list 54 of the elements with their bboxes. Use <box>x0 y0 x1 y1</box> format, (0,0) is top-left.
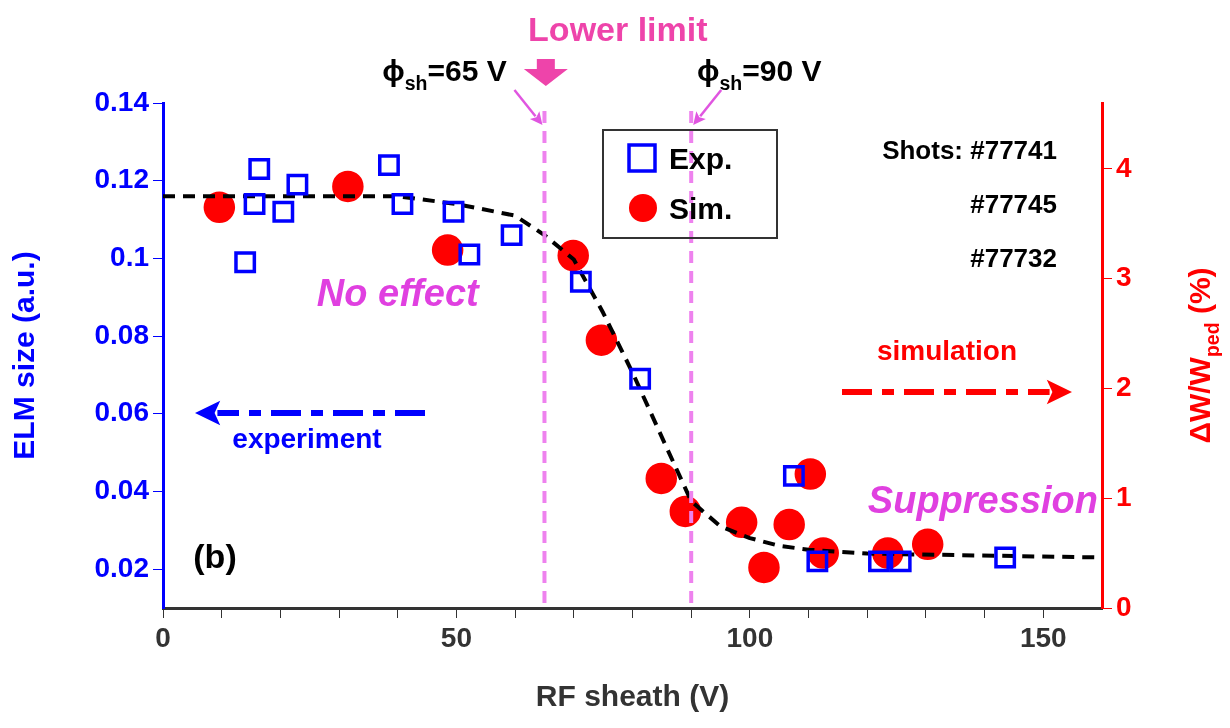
point <box>585 324 618 356</box>
y-tick-label: 0.14 <box>94 85 150 117</box>
point <box>442 200 465 223</box>
point <box>332 170 364 203</box>
point <box>889 550 912 573</box>
annotation: #77745 <box>970 189 1058 219</box>
x-tick-label: 100 <box>726 621 774 653</box>
point <box>725 506 758 539</box>
point <box>286 173 309 196</box>
point <box>569 270 592 293</box>
point <box>500 224 523 247</box>
y2-tick-label: 3 <box>1116 261 1132 293</box>
y2-tick-label: 2 <box>1116 371 1132 403</box>
y-tick-label: 0.02 <box>94 551 149 583</box>
point <box>748 551 780 584</box>
y-tick-label: 0.1 <box>110 241 149 273</box>
point <box>911 528 944 561</box>
y2-tick-label: 0 <box>1116 590 1132 622</box>
x-tick-label: 150 <box>1019 621 1067 653</box>
annotation: experiment <box>232 423 382 454</box>
legend-label: Exp. <box>669 142 733 175</box>
point <box>248 158 271 180</box>
point <box>994 546 1017 569</box>
y2-tick-label: 1 <box>1116 480 1132 512</box>
annotation: Suppression <box>867 479 1098 521</box>
y-tick-label: 0.04 <box>94 474 150 506</box>
point <box>645 462 678 495</box>
x-tick-label: 50 <box>440 621 473 653</box>
y-axis-title: ELM size (a.u.) <box>7 251 41 460</box>
annotation: Shots: #77741 <box>882 135 1058 165</box>
x-axis-title: RF sheath (V) <box>535 679 730 713</box>
legend-label: Sim. <box>669 192 733 225</box>
point <box>272 200 295 223</box>
point <box>782 464 805 487</box>
point <box>557 239 589 272</box>
point <box>629 367 652 390</box>
point <box>203 191 236 224</box>
point <box>773 508 805 541</box>
annotation: simulation <box>876 335 1018 366</box>
y-tick-label: 0.06 <box>94 396 149 428</box>
y-tick-label: 0.12 <box>94 163 149 195</box>
point <box>378 154 400 177</box>
point <box>243 193 266 215</box>
annotation: (b) <box>193 537 237 575</box>
text: Lower limit <box>528 10 708 48</box>
point <box>458 243 481 266</box>
point <box>234 251 257 274</box>
annotation: #77732 <box>970 243 1058 273</box>
y2-tick-label: 4 <box>1116 151 1132 183</box>
point <box>391 193 414 215</box>
annotation: No effect <box>316 272 481 314</box>
x-tick-label: 0 <box>155 621 171 653</box>
point <box>431 234 464 266</box>
y-tick-label: 0.08 <box>94 318 149 350</box>
